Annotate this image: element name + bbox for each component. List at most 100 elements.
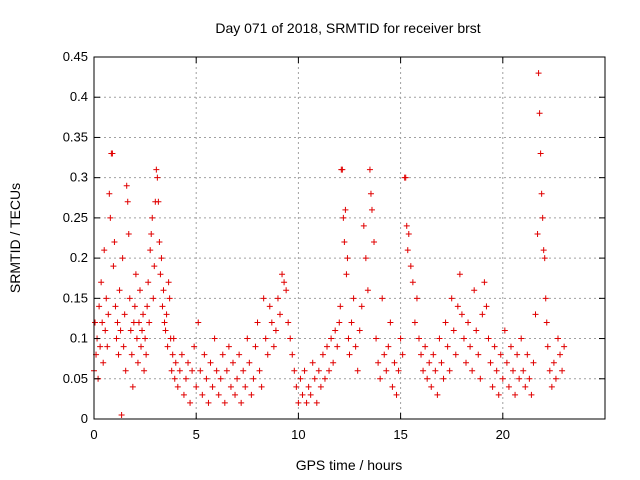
data-point bbox=[324, 343, 331, 350]
data-point bbox=[270, 343, 277, 350]
data-point bbox=[343, 271, 350, 278]
y-axis-label: SRMTID / TECUs bbox=[7, 183, 23, 293]
data-point bbox=[377, 375, 384, 382]
data-point bbox=[520, 367, 527, 374]
data-point bbox=[367, 190, 374, 197]
data-point bbox=[101, 247, 108, 254]
data-point bbox=[160, 287, 167, 294]
data-point bbox=[334, 343, 341, 350]
data-point bbox=[424, 375, 431, 382]
data-point bbox=[252, 343, 259, 350]
data-point bbox=[481, 279, 488, 286]
data-point bbox=[285, 319, 292, 326]
data-point bbox=[103, 295, 110, 302]
x-tick-label: 10 bbox=[291, 427, 305, 442]
data-point bbox=[92, 319, 99, 326]
data-point bbox=[491, 343, 498, 350]
data-point bbox=[524, 351, 531, 358]
data-point bbox=[465, 319, 472, 326]
data-point bbox=[161, 319, 168, 326]
data-point bbox=[442, 319, 449, 326]
data-point bbox=[104, 343, 111, 350]
data-point bbox=[364, 287, 371, 294]
data-point bbox=[507, 343, 514, 350]
data-point bbox=[336, 319, 343, 326]
data-point bbox=[341, 239, 348, 246]
data-point bbox=[176, 367, 183, 374]
data-point bbox=[415, 335, 422, 342]
data-point bbox=[141, 367, 148, 374]
y-tick-label: 0.45 bbox=[63, 49, 88, 64]
data-point bbox=[236, 351, 243, 358]
data-point bbox=[561, 343, 568, 350]
data-point bbox=[339, 166, 346, 173]
data-point bbox=[328, 335, 335, 342]
data-point bbox=[495, 391, 502, 398]
data-point bbox=[131, 303, 138, 310]
data-point bbox=[317, 383, 324, 390]
data-point bbox=[557, 351, 564, 358]
data-point bbox=[99, 319, 106, 326]
data-point bbox=[346, 351, 353, 358]
data-point bbox=[360, 222, 367, 229]
data-point bbox=[548, 383, 555, 390]
data-point bbox=[409, 279, 416, 286]
data-point bbox=[321, 375, 328, 382]
data-point bbox=[97, 343, 104, 350]
data-point bbox=[174, 383, 181, 390]
data-point bbox=[340, 214, 347, 221]
data-point bbox=[180, 391, 187, 398]
data-point bbox=[501, 327, 508, 334]
data-point bbox=[156, 239, 163, 246]
data-point bbox=[96, 303, 103, 310]
data-point bbox=[450, 327, 457, 334]
data-point bbox=[454, 303, 461, 310]
data-point bbox=[404, 247, 411, 254]
data-point bbox=[534, 230, 541, 237]
data-point bbox=[532, 311, 539, 318]
data-point bbox=[313, 399, 320, 406]
data-point bbox=[475, 351, 482, 358]
data-point bbox=[554, 335, 561, 342]
data-point bbox=[238, 399, 245, 406]
data-point bbox=[109, 150, 116, 157]
data-point bbox=[452, 351, 459, 358]
data-point bbox=[356, 327, 363, 334]
data-point bbox=[170, 335, 177, 342]
data-point bbox=[381, 351, 388, 358]
y-tick-label: 0.2 bbox=[70, 250, 88, 265]
data-point bbox=[133, 335, 140, 342]
data-point bbox=[539, 214, 546, 221]
data-point bbox=[143, 351, 150, 358]
data-point bbox=[189, 367, 196, 374]
data-point bbox=[366, 166, 373, 173]
data-point bbox=[118, 411, 125, 418]
data-point bbox=[505, 383, 512, 390]
data-point bbox=[246, 359, 253, 366]
data-point bbox=[348, 319, 355, 326]
data-point bbox=[125, 230, 132, 237]
data-point bbox=[420, 367, 427, 374]
data-point bbox=[126, 295, 133, 302]
data-point bbox=[362, 255, 369, 262]
data-point bbox=[446, 367, 453, 374]
data-point bbox=[383, 367, 390, 374]
data-point bbox=[151, 263, 158, 270]
y-tick-label: 0 bbox=[81, 411, 88, 426]
data-point bbox=[543, 319, 550, 326]
data-point bbox=[413, 295, 420, 302]
data-point bbox=[422, 343, 429, 350]
data-point bbox=[301, 367, 308, 374]
data-point bbox=[469, 367, 476, 374]
data-point bbox=[132, 271, 139, 278]
data-point bbox=[411, 319, 418, 326]
data-point bbox=[436, 335, 443, 342]
data-point bbox=[487, 359, 494, 366]
data-point bbox=[489, 383, 496, 390]
data-point bbox=[337, 303, 344, 310]
data-point bbox=[268, 319, 275, 326]
data-point bbox=[403, 222, 410, 229]
data-point bbox=[244, 335, 251, 342]
data-point bbox=[148, 230, 155, 237]
data-point bbox=[166, 295, 173, 302]
